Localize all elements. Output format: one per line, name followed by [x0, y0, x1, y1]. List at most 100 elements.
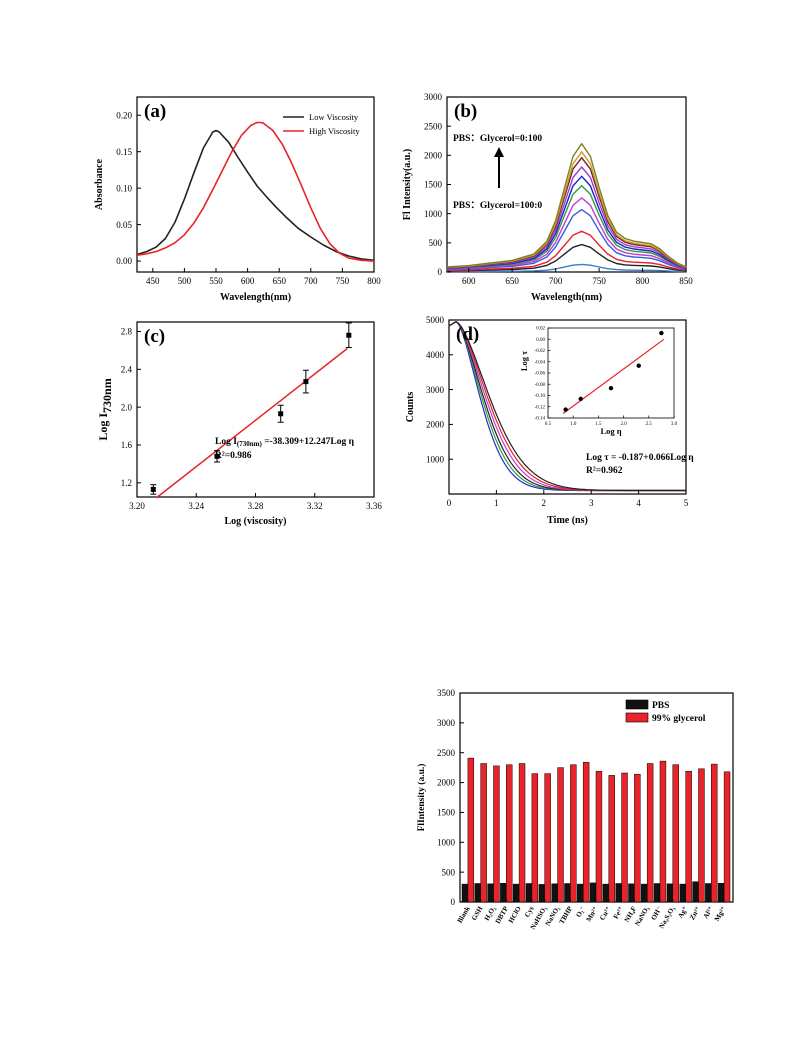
x-tick-label: 700 [304, 276, 318, 286]
chart-a: 450 500 550 600 650 700 750 800 0.00 0.05 0.10 0.15… [94, 96, 381, 303]
panel-label: (d) [456, 324, 479, 345]
bar-99-glycerol-13 [634, 773, 641, 903]
bar-pbs-10 [589, 882, 597, 903]
spectrum-6 [446, 175, 687, 269]
series-high-viscosity [136, 121, 375, 262]
x-tick-label: 3 [589, 498, 594, 508]
category-label: GSH [470, 905, 485, 922]
y-axis-label: FlIntensity (a.u.) [416, 764, 427, 832]
y-tick-label: 1000 [424, 209, 443, 219]
inset-y-tick-label: 0.02 [536, 327, 545, 332]
bar-pbs-1 [474, 883, 481, 903]
bar-pbs-16 [666, 883, 674, 903]
y-tick-label: 5000 [426, 315, 445, 325]
spectrum-7 [446, 166, 687, 269]
bar-99-glycerol-18 [698, 768, 705, 903]
y-axis-label: Counts [405, 392, 416, 423]
x-tick-label: 750 [336, 276, 350, 286]
spectrum-1 [446, 243, 687, 272]
spectrum-2 [446, 230, 687, 272]
bar-pbs-6 [538, 884, 546, 903]
legend-label: Low Viscosity [309, 112, 359, 122]
y-tick-label: 2.0 [121, 402, 133, 412]
x-tick-label: 3.32 [307, 501, 323, 511]
x-tick-label: 3.20 [129, 501, 145, 511]
inset-x-tick-label: 1.5 [595, 422, 602, 427]
inset-x-tick-label: 3.0 [671, 422, 678, 427]
x-tick-label: 850 [679, 276, 693, 286]
bar-99-glycerol-8 [570, 764, 577, 903]
y-axis-label: Absorbance [94, 158, 105, 210]
x-tick-label: 600 [241, 276, 255, 286]
inset-chart: 0.5 1.0 1.5 2.0 2.5 3.0 -0.14 -0.12 -0.10 -0.08 -0… [519, 327, 678, 436]
bar-pbs-15 [653, 883, 661, 903]
bar-pbs-5 [525, 883, 533, 903]
data-point [346, 332, 352, 338]
fit-equation-rest: =-38.309+12.247Log η [262, 437, 354, 447]
y-tick-label: 1000 [437, 837, 456, 847]
y-tick-label: 1500 [424, 180, 443, 190]
legend-label: High Viscosity [309, 126, 360, 136]
decay-curve-5 [448, 321, 686, 492]
spectrum-0 [446, 263, 687, 273]
fit-r2: R²=0.962 [586, 466, 623, 476]
bar-pbs-17 [679, 883, 686, 903]
fit-equation: Log τ = -0.187+0.066Log η [586, 453, 694, 463]
fit-equation-sub: (730nm) [237, 440, 263, 448]
x-tick-label: 600 [462, 276, 476, 286]
y-tick-label: 0 [451, 897, 456, 907]
data-point [278, 411, 284, 417]
spectrum-5 [446, 184, 687, 270]
chart-d: 0 1 2 3 4 5 1000 2000 3000 4000 5000 (d) Time (ns) Co… [405, 315, 694, 526]
x-tick-label: 450 [146, 276, 160, 286]
inset-y-tick-label: -0.08 [535, 383, 546, 388]
x-tick-label: 3.36 [366, 501, 382, 511]
bar-pbs-14 [641, 883, 648, 903]
inset-data-point [659, 330, 664, 336]
bar-99-glycerol-14 [646, 763, 654, 903]
y-tick-label: 2500 [437, 748, 456, 758]
x-axis-label: Wavelength(nm) [220, 292, 291, 303]
y-tick-label: 2000 [424, 150, 443, 160]
inset-frame [547, 327, 675, 419]
bar-99-glycerol-9 [582, 762, 590, 903]
legend-label: 99% glycerol [652, 714, 706, 724]
bar-pbs-11 [602, 883, 610, 903]
category-label: TBHP [558, 904, 575, 925]
fit-equation-main: Log I [215, 437, 237, 447]
y-tick-label: 500 [429, 238, 443, 248]
y-tick-label: 2000 [437, 778, 456, 788]
legend-swatch [625, 712, 649, 723]
data-point [303, 379, 309, 385]
annotation-bottom: PBS：Glycerol=100:0 [453, 201, 542, 211]
bar-pbs-9 [577, 883, 584, 903]
y-tick-label: 1.6 [121, 440, 133, 450]
x-tick-label: 5 [684, 498, 689, 508]
bar-99-glycerol-7 [557, 767, 564, 903]
x-tick-label: 1 [494, 498, 499, 508]
fit-equation: Log I(730nm) =-38.309+12.247Log η [215, 437, 354, 448]
bar-99-glycerol-20 [723, 771, 731, 903]
inset-y-tick-label: -0.14 [535, 417, 546, 422]
bar-99-glycerol-15 [659, 760, 667, 903]
spectrum-10 [446, 142, 687, 268]
category-label: Blank [456, 905, 472, 925]
inset-x-axis-label: Log η [600, 426, 621, 436]
inset-data-point [578, 396, 583, 402]
x-tick-label: 2 [542, 498, 547, 508]
bar-99-glycerol-4 [518, 763, 526, 903]
bar-pbs-4 [512, 883, 520, 903]
bar-pbs-8 [564, 883, 571, 903]
bar-99-glycerol-12 [621, 772, 628, 903]
y-tick-label: 1000 [426, 454, 445, 464]
chart-b: 600 650 700 750 800 850 0 500 1000 1500 2000 2500 30… [402, 92, 693, 303]
legend-swatch [625, 699, 649, 710]
data-point [150, 486, 156, 492]
category-label: HClO [507, 905, 523, 925]
y-tick-label: 0.10 [116, 183, 132, 193]
plot-frame [448, 319, 687, 495]
x-tick-label: 3.28 [248, 501, 264, 511]
chart-c: 3.20 3.24 3.28 3.32 3.36 1.2 1.6 2.0 2.4 2.8 (c) Lo… [96, 321, 382, 527]
inset-x-tick-label: 0.5 [545, 422, 552, 427]
x-tick-label: 550 [209, 276, 223, 286]
